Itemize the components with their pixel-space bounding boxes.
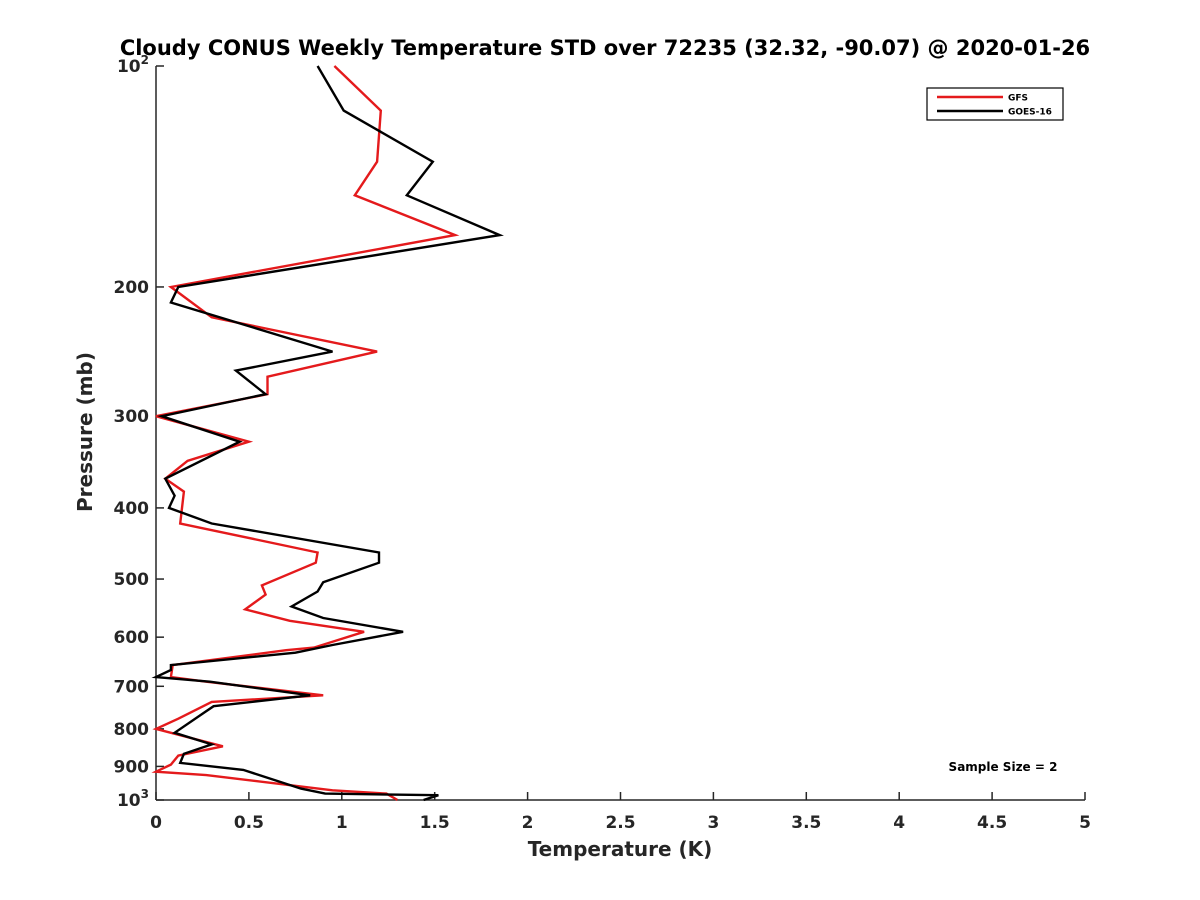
x-tick-label: 5 bbox=[1079, 813, 1091, 833]
x-tick-label: 0 bbox=[150, 813, 162, 833]
series-line-gfs bbox=[151, 65, 460, 802]
x-tick-label: 3 bbox=[707, 813, 719, 833]
y-tick-label: 200 bbox=[114, 278, 150, 298]
y-axis-label: Pressure (mb) bbox=[73, 352, 97, 512]
x-axis-label: Temperature (K) bbox=[528, 837, 713, 861]
x-tick-label: 1.5 bbox=[420, 813, 450, 833]
y-ticks: 102 200 300 400 500 600 700 800 900 103 bbox=[114, 53, 164, 811]
legend-box bbox=[926, 87, 1064, 121]
y-tick-label: 700 bbox=[114, 677, 150, 697]
x-tick-label: 0.5 bbox=[234, 813, 264, 833]
x-tick-label: 1 bbox=[336, 813, 348, 833]
y-tick-label: 600 bbox=[114, 628, 150, 648]
y-tick-label: 900 bbox=[114, 757, 150, 777]
y-tick-label: 500 bbox=[114, 570, 150, 590]
legend-label-goes-16: GOES-16 bbox=[1008, 108, 1052, 118]
series-lines bbox=[151, 65, 504, 802]
legend-label-gfs: GFS bbox=[1008, 94, 1028, 104]
x-tick-label: 4 bbox=[893, 813, 905, 833]
y-tick-label: 800 bbox=[114, 720, 150, 740]
x-tick-label: 4.5 bbox=[977, 813, 1007, 833]
y-tick-label: 400 bbox=[114, 499, 150, 519]
series-line-goes-16 bbox=[151, 65, 504, 802]
y-tick-label: 102 bbox=[117, 53, 149, 77]
plot-area: 0 0.5 1 1.5 2 2.5 3 3.5 4 4.5 5 102 200 300 400 500 600… bbox=[114, 53, 1091, 833]
legend: GFS GOES-16 bbox=[926, 87, 1064, 121]
x-tick-label: 2.5 bbox=[605, 813, 635, 833]
y-tick-label: 300 bbox=[114, 407, 150, 427]
y-tick-label: 103 bbox=[117, 787, 149, 811]
x-tick-label: 2 bbox=[522, 813, 534, 833]
sample-size-annotation: Sample Size = 2 bbox=[949, 760, 1058, 774]
chart-title: Cloudy CONUS Weekly Temperature STD over… bbox=[120, 36, 1090, 60]
x-tick-label: 3.5 bbox=[791, 813, 821, 833]
x-ticks: 0 0.5 1 1.5 2 2.5 3 3.5 4 4.5 5 bbox=[150, 792, 1091, 833]
